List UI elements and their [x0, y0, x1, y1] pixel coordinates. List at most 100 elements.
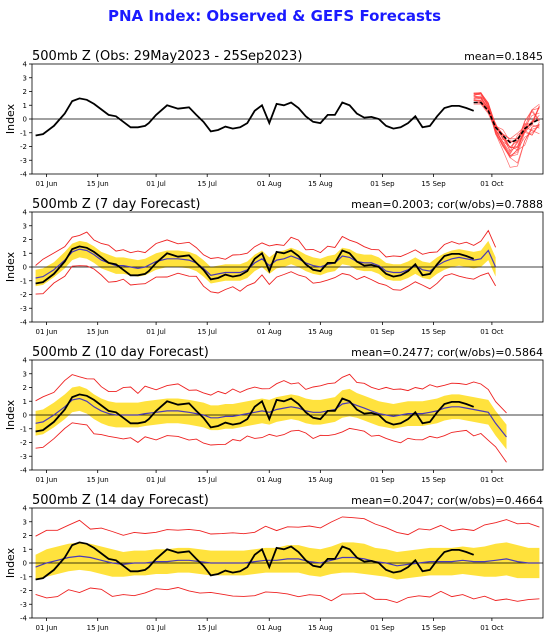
forecast-member-line [473, 97, 540, 140]
x-tick-label: 15 Jul [197, 328, 217, 336]
chart-panel-1: 500mb Z (Obs: 29May2023 - 25Sep2023) mean… [4, 49, 544, 188]
x-tick-label: 01 Oct [480, 476, 503, 484]
y-tick-label: 2 [23, 236, 27, 244]
x-tick-label: 15 Sep [421, 328, 446, 336]
observed-line [35, 393, 475, 433]
x-tick-label: 15 Aug [308, 624, 333, 632]
x-tick-label: 01 Jul [146, 476, 166, 484]
x-tick-label: 15 Jun [87, 476, 109, 484]
x-tick-label: 01 Aug [257, 476, 282, 484]
forecast-mean-line [473, 101, 540, 144]
plot-area [32, 229, 543, 295]
y-tick-label: 2 [23, 532, 27, 540]
x-tick-label: 15 Jul [197, 624, 217, 632]
x-tick-label: 15 Jul [197, 180, 217, 188]
plot-area [32, 516, 543, 603]
panel-title: 500mb Z (7 day Forecast) [32, 197, 201, 212]
y-tick-label: 2 [23, 384, 27, 392]
x-tick-label: 01 Jul [146, 328, 166, 336]
x-tick-label: 01 Sep [370, 180, 395, 188]
y-axis-label: Index [4, 547, 17, 578]
x-tick-label: 01 Jun [36, 476, 58, 484]
y-tick-label: 3 [23, 74, 27, 82]
panel-title: 500mb Z (14 day Forecast) [32, 493, 209, 508]
observed-line [35, 245, 475, 285]
ensemble-spread-band [35, 542, 540, 580]
panel-title: 500mb Z (Obs: 29May2023 - 25Sep2023) [32, 49, 302, 64]
x-tick-label: 15 Jun [87, 180, 109, 188]
x-tick-label: 01 Sep [370, 328, 395, 336]
y-tick-label: -1 [20, 573, 27, 581]
x-tick-label: 15 Sep [421, 180, 446, 188]
ensemble-max-line [35, 516, 540, 537]
y-tick-label: 0 [23, 264, 27, 272]
x-tick-label: 01 Oct [480, 328, 503, 336]
y-tick-label: -2 [20, 439, 27, 447]
forecast-member-line [473, 92, 540, 154]
observed-line [35, 541, 475, 581]
x-tick-label: 01 Jul [146, 180, 166, 188]
y-tick-label: 4 [23, 357, 28, 365]
x-tick-label: 01 Sep [370, 624, 395, 632]
panel-title: 500mb Z (10 day Forecast) [32, 345, 209, 360]
x-tick-label: 01 Oct [480, 180, 503, 188]
x-tick-label: 15 Aug [308, 180, 333, 188]
y-tick-label: -3 [20, 157, 27, 165]
panel-stat-text: mean=0.2477; cor(w/obs)=0.5864 [351, 346, 543, 359]
y-tick-label: -1 [20, 129, 27, 137]
y-tick-label: 3 [23, 518, 27, 526]
y-axis-label: Index [4, 251, 17, 282]
x-tick-label: 15 Sep [421, 476, 446, 484]
y-tick-label: -4 [20, 467, 28, 475]
ensemble-spread-band [35, 386, 507, 450]
ensemble-max-line [35, 229, 497, 266]
panel-stat-text: mean=0.2003; cor(w/obs)=0.7888 [351, 198, 543, 211]
x-tick-label: 01 Aug [257, 328, 282, 336]
y-axis-label: Index [4, 399, 17, 430]
y-tick-label: 4 [23, 61, 28, 69]
ensemble-min-line [35, 265, 496, 295]
y-tick-label: -4 [20, 615, 28, 623]
y-tick-label: 0 [23, 412, 27, 420]
y-tick-label: 4 [23, 209, 28, 217]
x-tick-label: 15 Jul [197, 476, 217, 484]
x-tick-label: 15 Jun [87, 624, 109, 632]
x-tick-label: 15 Aug [308, 476, 333, 484]
ensemble-mean-line [35, 397, 507, 438]
chart-panel-3: 500mb Z (10 day Forecast) mean=0.2477; co… [4, 345, 544, 484]
y-tick-label: 2 [23, 88, 27, 96]
y-tick-label: -4 [20, 171, 28, 179]
x-tick-label: 01 Jun [36, 328, 58, 336]
x-tick-label: 01 Jun [36, 624, 58, 632]
x-tick-label: 15 Sep [421, 624, 446, 632]
forecast-member-line [473, 103, 540, 144]
y-tick-label: 0 [23, 560, 27, 568]
y-tick-label: 1 [23, 398, 27, 406]
x-tick-label: 01 Jun [36, 180, 58, 188]
y-tick-label: 4 [23, 505, 28, 513]
y-tick-label: 1 [23, 546, 27, 554]
y-tick-label: -4 [20, 319, 28, 327]
panel-stat-text: mean=0.1845 [464, 50, 543, 63]
y-tick-label: -2 [20, 143, 27, 151]
y-tick-label: -3 [20, 453, 27, 461]
forecast-member-line [473, 98, 540, 157]
y-tick-label: 3 [23, 222, 27, 230]
x-tick-label: 15 Aug [308, 328, 333, 336]
y-tick-label: 3 [23, 370, 27, 378]
ensemble-min-line [35, 422, 507, 463]
y-tick-label: 1 [23, 102, 27, 110]
y-tick-label: -1 [20, 277, 27, 285]
y-tick-label: 1 [23, 250, 27, 258]
plot-area [32, 373, 543, 463]
y-tick-label: -3 [20, 601, 27, 609]
ensemble-mean-line [35, 248, 497, 279]
forecast-member-line [473, 92, 540, 148]
x-tick-label: 01 Oct [480, 624, 503, 632]
x-tick-label: 01 Aug [257, 624, 282, 632]
y-tick-label: -2 [20, 587, 27, 595]
page-title: PNA Index: Observed & GEFS Forecasts [107, 7, 442, 25]
y-tick-label: 0 [23, 116, 27, 124]
ensemble-max-line [35, 373, 507, 414]
